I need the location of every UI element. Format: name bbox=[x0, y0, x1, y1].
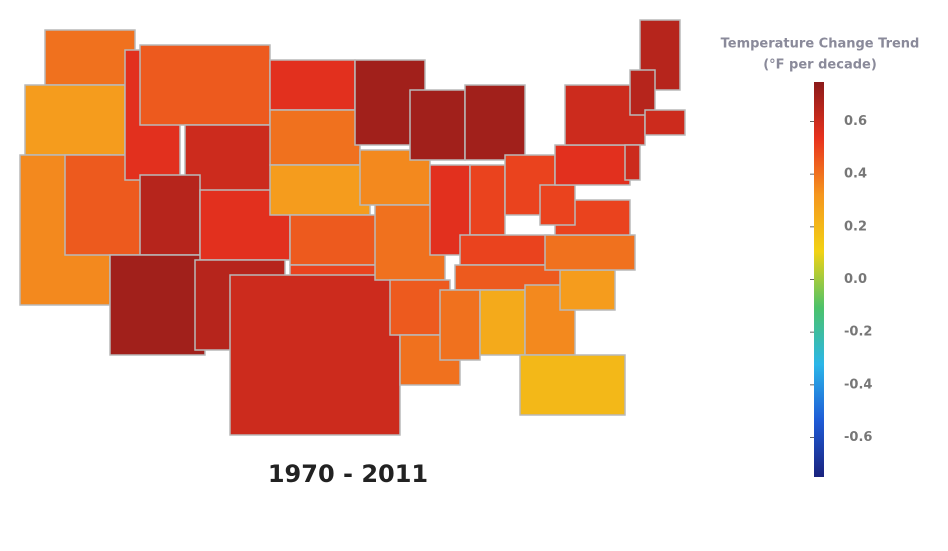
state bbox=[519, 354, 626, 416]
state bbox=[479, 289, 526, 356]
state bbox=[624, 144, 641, 181]
state-layer bbox=[19, 19, 686, 436]
state bbox=[24, 84, 126, 156]
state bbox=[44, 29, 136, 86]
tick-label: -0.2 bbox=[844, 325, 872, 340]
state bbox=[554, 144, 631, 186]
state bbox=[109, 254, 206, 356]
tick-label: -0.6 bbox=[844, 430, 872, 445]
state bbox=[229, 274, 401, 436]
state bbox=[544, 234, 636, 271]
state bbox=[459, 234, 551, 266]
tick-label: -0.4 bbox=[844, 377, 872, 392]
state bbox=[469, 164, 506, 236]
map-title: 1970 - 2011 bbox=[268, 460, 428, 488]
state bbox=[269, 164, 371, 216]
tick-label: 0.2 bbox=[844, 219, 867, 234]
state bbox=[539, 184, 576, 226]
state bbox=[269, 59, 356, 111]
state bbox=[439, 289, 481, 361]
tick-label: 0.4 bbox=[844, 167, 867, 182]
state bbox=[464, 84, 526, 161]
colorbar-ticks: 0.6 0.4 0.2 0.0 -0.2 -0.4 -0.6 bbox=[810, 114, 872, 445]
colorbar bbox=[814, 82, 824, 477]
colorbar-title: Temperature Change Trend bbox=[721, 37, 920, 52]
state bbox=[644, 109, 686, 136]
state bbox=[629, 69, 656, 116]
state bbox=[559, 269, 616, 311]
state bbox=[269, 109, 361, 166]
state bbox=[409, 89, 466, 161]
tick-label: 0.0 bbox=[844, 272, 867, 287]
state bbox=[139, 174, 201, 256]
state bbox=[139, 44, 271, 126]
tick-label: 0.6 bbox=[844, 114, 867, 129]
colorbar-subtitle: (°F per decade) bbox=[763, 58, 877, 73]
